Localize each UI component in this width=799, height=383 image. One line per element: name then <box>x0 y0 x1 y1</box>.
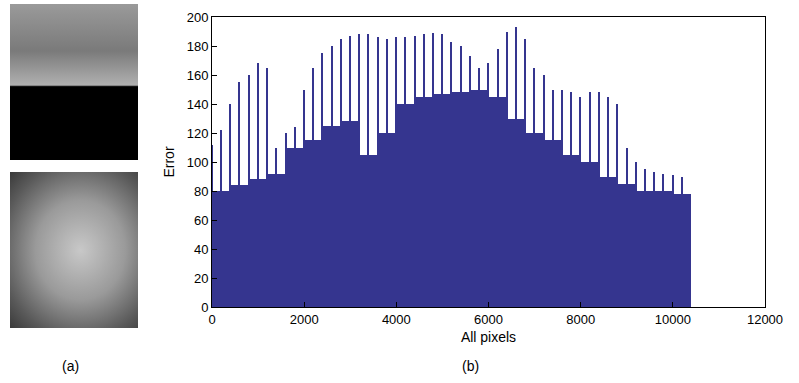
svg-text:160: 160 <box>187 68 209 83</box>
svg-text:140: 140 <box>187 97 209 112</box>
svg-text:2000: 2000 <box>290 312 319 327</box>
svg-text:10000: 10000 <box>655 312 691 327</box>
svg-text:8000: 8000 <box>566 312 595 327</box>
svg-text:Error: Error <box>161 146 177 177</box>
svg-text:80: 80 <box>194 184 208 199</box>
svg-text:0: 0 <box>208 312 215 327</box>
svg-text:0: 0 <box>201 300 208 315</box>
svg-text:180: 180 <box>187 39 209 54</box>
svg-text:4000: 4000 <box>382 312 411 327</box>
svg-text:12000: 12000 <box>747 312 783 327</box>
svg-text:20: 20 <box>194 271 208 286</box>
svg-text:60: 60 <box>194 213 208 228</box>
svg-text:All pixels: All pixels <box>461 329 516 345</box>
html-text:(a): (a) <box>62 358 80 374</box>
svg-text:40: 40 <box>194 242 208 257</box>
svg-text:100: 100 <box>187 155 209 170</box>
svg-text:120: 120 <box>187 126 209 141</box>
svg-text:6000: 6000 <box>474 312 503 327</box>
svg-text:200: 200 <box>187 10 209 25</box>
html-text:(b): (b) <box>462 358 480 374</box>
